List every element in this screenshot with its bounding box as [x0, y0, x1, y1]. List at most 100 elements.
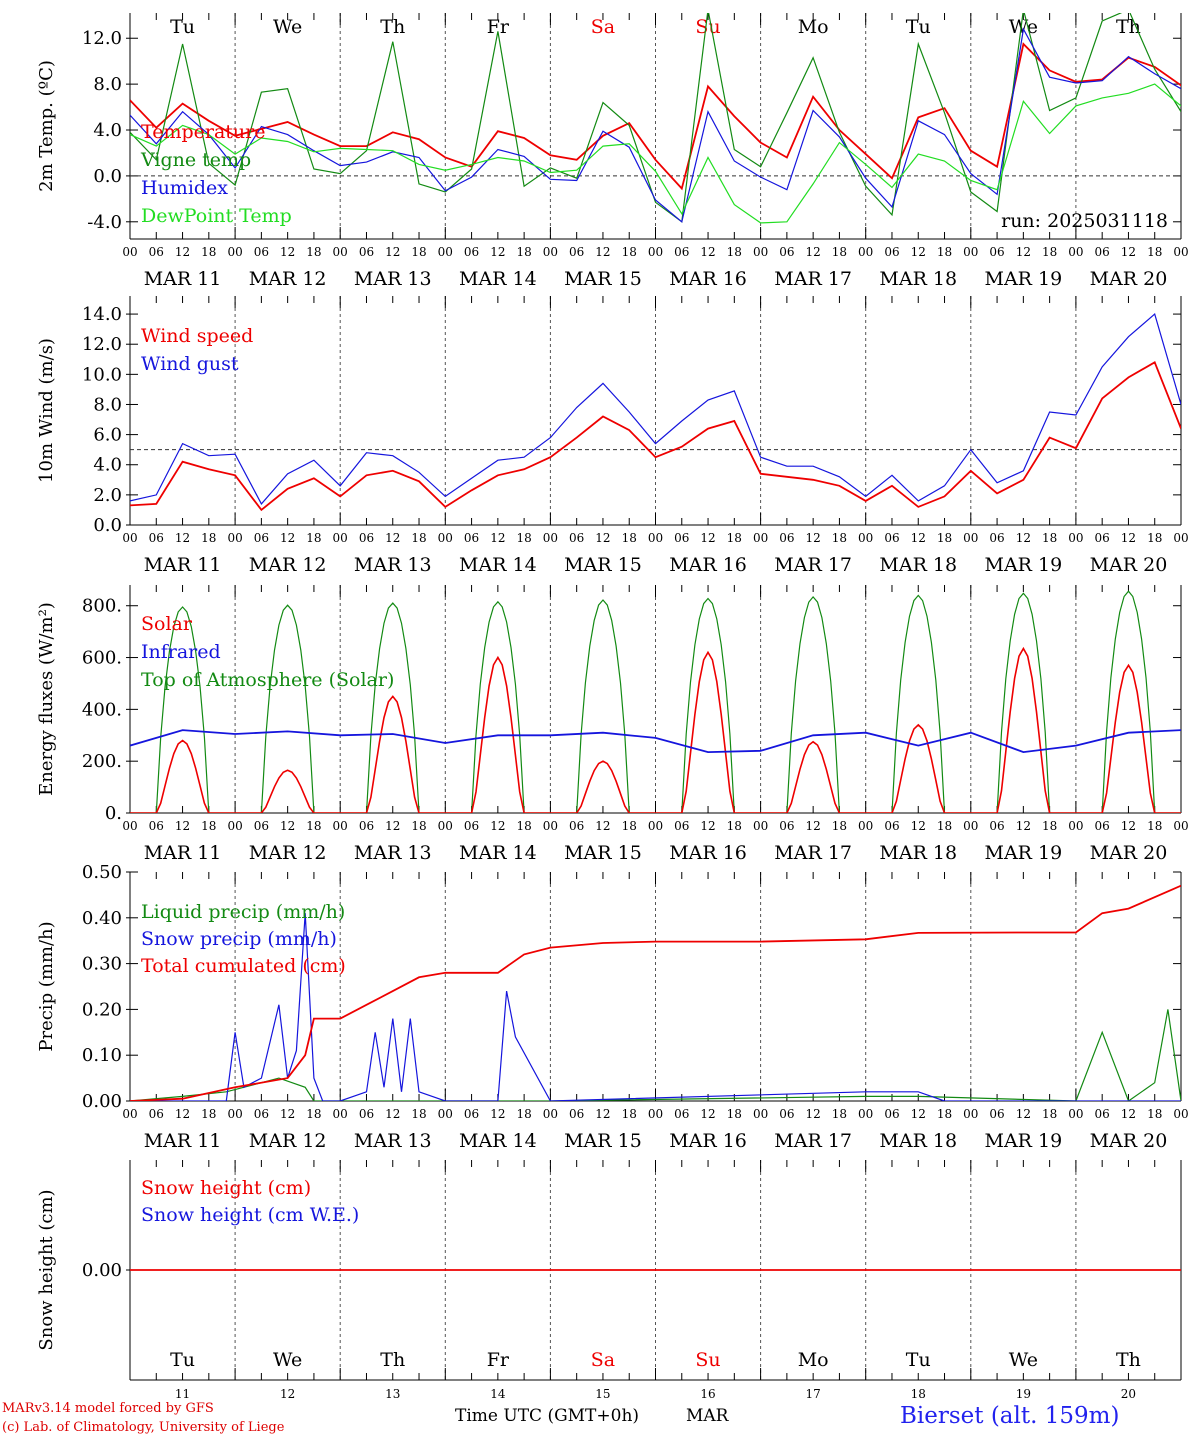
hour-tick-label: 12	[175, 245, 190, 259]
model-credit: MARv3.14 model forced by GFS	[2, 1401, 214, 1416]
lab-credit: (c) Lab. of Climatology, University of L…	[2, 1420, 285, 1435]
date-label: MAR 15	[564, 842, 642, 864]
hour-tick-label: 06	[884, 245, 899, 259]
hour-tick-label: 12	[175, 1107, 190, 1121]
y-tick-label: 14.0	[82, 304, 122, 325]
hour-tick-label: 06	[254, 819, 269, 833]
y-axis-label: 2m Temp. (ºC)	[36, 60, 57, 192]
hour-tick-label: 06	[884, 531, 899, 545]
date-label: MAR 17	[774, 1130, 852, 1152]
hour-tick-label: 06	[359, 245, 374, 259]
hour-tick-label: 06	[569, 531, 584, 545]
legend-entry: Snow precip (mm/h)	[141, 928, 337, 950]
y-tick-label: 0.10	[82, 1045, 122, 1066]
hour-tick-label: 00	[858, 531, 873, 545]
hour-tick-label: 06	[464, 531, 479, 545]
hour-tick-label: 12	[700, 531, 715, 545]
date-label: MAR 13	[354, 1130, 432, 1152]
hour-tick-label: 12	[490, 531, 505, 545]
hour-tick-label: 12	[806, 1107, 821, 1121]
hour-tick-label: 12	[385, 1107, 400, 1121]
hour-tick-label: 06	[674, 819, 689, 833]
hour-tick-label: 12	[700, 819, 715, 833]
hour-tick-label: 12	[595, 245, 610, 259]
date-label: MAR 16	[669, 268, 747, 290]
weekday-label: Tu	[906, 1349, 931, 1371]
hour-tick-label: 06	[884, 1107, 899, 1121]
hour-tick-label: 06	[884, 819, 899, 833]
weekday-label: Mo	[798, 16, 829, 38]
hour-tick-label: 18	[516, 819, 531, 833]
hour-tick-label: 00	[438, 819, 453, 833]
hour-tick-label: 12	[385, 819, 400, 833]
y-axis-label: 10m Wind (m/s)	[36, 338, 57, 483]
hour-tick-label: 12	[490, 245, 505, 259]
legend-entry: Total cumulated (cm)	[141, 955, 346, 977]
series-line-3	[130, 884, 1181, 1101]
hour-tick-label: 18	[516, 245, 531, 259]
day-number-label: 15	[595, 1387, 610, 1401]
hour-tick-label: 18	[411, 1107, 426, 1121]
weekday-label: Th	[1116, 1349, 1141, 1371]
hour-tick-label: 12	[911, 531, 926, 545]
hour-tick-label: 06	[149, 531, 164, 545]
hour-tick-label: 00	[227, 819, 242, 833]
hour-tick-label: 00	[1068, 531, 1083, 545]
date-label: MAR 18	[879, 554, 957, 576]
date-label: MAR 19	[984, 554, 1062, 576]
hour-tick-label: 18	[832, 1107, 847, 1121]
y-tick-label: 0.0	[93, 515, 122, 536]
hour-tick-label: 12	[911, 245, 926, 259]
date-label: MAR 12	[249, 268, 327, 290]
series-line-2	[130, 313, 1181, 505]
hour-tick-label: 06	[464, 245, 479, 259]
hour-tick-label: 06	[149, 1107, 164, 1121]
hour-tick-label: 00	[858, 819, 873, 833]
hour-tick-label: 12	[911, 819, 926, 833]
hour-tick-label: 06	[1095, 819, 1110, 833]
hour-tick-label: 18	[306, 1107, 321, 1121]
date-label: MAR 16	[669, 1130, 747, 1152]
hour-tick-label: 00	[963, 819, 978, 833]
hour-tick-label: 18	[1147, 819, 1162, 833]
hour-tick-label: 00	[333, 1107, 348, 1121]
hour-tick-label: 12	[280, 819, 295, 833]
hour-tick-label: 00	[122, 531, 137, 545]
hour-tick-label: 00	[122, 245, 137, 259]
hour-tick-label: 18	[937, 1107, 952, 1121]
hour-tick-label: 18	[516, 1107, 531, 1121]
hour-tick-label: 06	[359, 531, 374, 545]
series-line-2	[130, 913, 1181, 1101]
y-tick-label: 600.	[82, 648, 122, 669]
hour-tick-label: 12	[1016, 531, 1031, 545]
hour-tick-label: 00	[858, 1107, 873, 1121]
date-label: MAR 14	[459, 842, 537, 864]
y-tick-label: 8.0	[93, 74, 122, 95]
hour-tick-label: 00	[648, 819, 663, 833]
date-label: MAR 12	[249, 842, 327, 864]
y-axis-label: Energy fluxes (W/m²)	[36, 602, 57, 796]
series-line-1	[130, 42, 1181, 191]
date-label: MAR 11	[144, 842, 222, 864]
y-tick-label: 8.0	[93, 394, 122, 415]
hour-tick-label: 06	[569, 1107, 584, 1121]
hour-tick-label: 18	[1147, 1107, 1162, 1121]
hour-tick-label: 18	[937, 245, 952, 259]
date-label: MAR 19	[984, 1130, 1062, 1152]
hour-tick-label: 18	[201, 1107, 216, 1121]
date-label: MAR 18	[879, 1130, 957, 1152]
weekday-label: We	[273, 1349, 302, 1371]
hour-tick-label: 18	[1042, 245, 1057, 259]
hour-tick-label: 18	[1147, 245, 1162, 259]
hour-tick-label: 06	[1095, 531, 1110, 545]
y-tick-label: 6.0	[93, 425, 122, 446]
hour-tick-label: 06	[464, 819, 479, 833]
hour-tick-label: 00	[648, 531, 663, 545]
day-number-label: 18	[911, 1387, 926, 1401]
hour-tick-label: 06	[989, 531, 1004, 545]
hour-tick-label: 06	[1095, 1107, 1110, 1121]
hour-tick-label: 00	[122, 819, 137, 833]
hour-tick-label: 00	[543, 819, 558, 833]
hour-tick-label: 06	[569, 245, 584, 259]
y-axis-label: Snow height (cm)	[36, 1189, 57, 1350]
